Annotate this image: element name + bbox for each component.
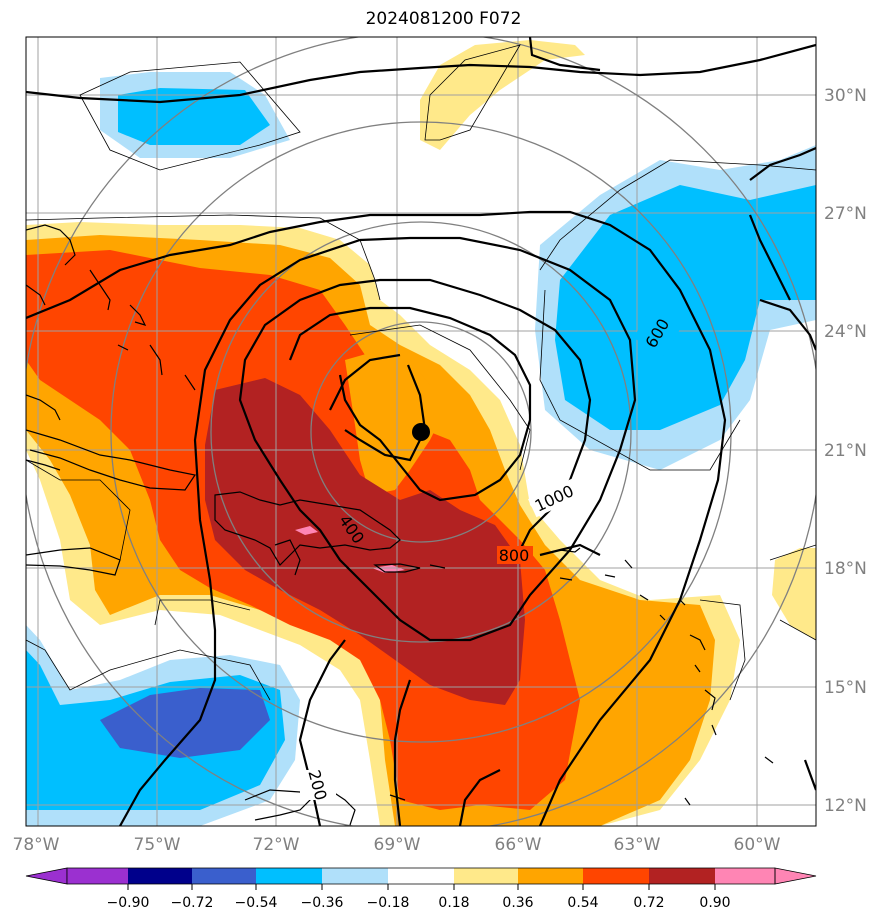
colorbar-tick-0: −0.90: [107, 895, 150, 911]
colorbar-seg-7: [454, 868, 518, 884]
height-contours: [26, 37, 816, 826]
shade-yellow-n: [420, 40, 585, 150]
lon-label-66w: 66°W: [495, 835, 542, 855]
lat-label-21n: 21°N: [824, 441, 867, 461]
colorbar-tick-1: −0.72: [171, 895, 214, 911]
colorbar-tick-2: −0.54: [235, 895, 278, 911]
colorbar-seg-5: [322, 868, 388, 884]
colorbar-seg-11: [715, 868, 775, 884]
range-rings: [26, 37, 816, 826]
colorbar-tick-4: −0.18: [367, 895, 410, 911]
colorbar-seg-10: [649, 868, 715, 884]
lon-label-72w: 72°W: [253, 835, 300, 855]
colorbar-seg-4: [256, 868, 322, 884]
lat-label-15n: 15°N: [824, 678, 867, 698]
lon-label-78w: 78°W: [13, 835, 60, 855]
shade-yellow-e: [772, 548, 816, 640]
colorbar-tick-3: −0.36: [301, 895, 344, 911]
colorbar-seg-3: [192, 868, 256, 884]
colorbar-seg-6: [388, 868, 454, 884]
lat-label-24n: 24°N: [824, 322, 867, 342]
shade-blue-nw: [118, 88, 270, 145]
lat-label-12n: 12°N: [824, 796, 867, 816]
contour-label-800: 800: [499, 546, 530, 565]
colorbar-seg-1: [67, 868, 128, 884]
lat-label-18n: 18°N: [824, 559, 867, 579]
map-title: 2024081200 F072: [365, 9, 522, 29]
storm-center-dot: [412, 423, 430, 441]
colorbar-tick-6: 0.36: [502, 895, 533, 911]
colorbar-seg-0: [25, 867, 68, 885]
colorbar-tick-9: 0.90: [699, 895, 730, 911]
shade-dark-blue-sw: [100, 688, 270, 758]
lat-label-27n: 27°N: [824, 204, 867, 224]
shade-orange-inner: [345, 350, 445, 495]
colorbar-tick-7: 0.54: [567, 895, 598, 911]
colorbar-seg-12: [774, 867, 817, 885]
lon-label-69w: 69°W: [374, 835, 421, 855]
coastlines: [26, 224, 774, 826]
lat-label-30n: 30°N: [824, 86, 867, 106]
colorbar: −0.90 −0.72 −0.54 −0.36 −0.18 0.18 0.36 …: [25, 867, 817, 911]
colorbar-seg-9: [583, 868, 649, 884]
lon-label-60w: 60°W: [734, 835, 781, 855]
colorbar-seg-2: [128, 868, 192, 884]
colorbar-tick-5: 0.18: [438, 895, 469, 911]
colorbar-seg-8: [518, 868, 583, 884]
colorbar-tick-8: 0.72: [633, 895, 664, 911]
shade-blue-ne: [555, 185, 816, 430]
graticule: [26, 37, 816, 826]
shade-pink-spot-1: [295, 526, 318, 535]
lon-label-63w: 63°W: [614, 835, 661, 855]
lon-label-75w: 75°W: [134, 835, 181, 855]
shade-dark-red-core: [205, 378, 525, 705]
map-area: [26, 37, 816, 826]
map-frame: [25, 36, 817, 827]
